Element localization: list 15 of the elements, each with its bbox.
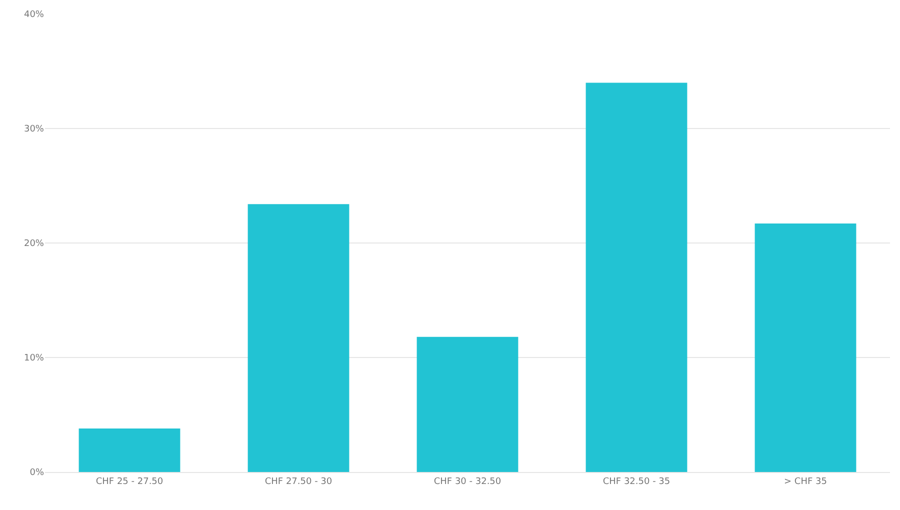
x-tick-label: > CHF 35 bbox=[784, 476, 827, 487]
bar bbox=[78, 428, 180, 472]
x-tick-label: CHF 27.50 - 30 bbox=[264, 476, 332, 487]
x-tick-label: CHF 32.50 - 35 bbox=[602, 476, 670, 487]
y-tick-label: 30% bbox=[24, 124, 44, 135]
x-tick-label: CHF 25 - 27.50 bbox=[96, 476, 164, 487]
bar bbox=[248, 204, 350, 472]
bar bbox=[754, 224, 856, 472]
y-tick-label: 20% bbox=[24, 239, 44, 250]
y-tick-label: 0% bbox=[30, 468, 44, 478]
bar bbox=[416, 336, 518, 472]
bar bbox=[586, 82, 688, 472]
y-tick-label: 10% bbox=[24, 354, 44, 364]
y-tick-label: 40% bbox=[24, 10, 44, 20]
x-tick-label: CHF 30 - 32.50 bbox=[434, 476, 502, 487]
